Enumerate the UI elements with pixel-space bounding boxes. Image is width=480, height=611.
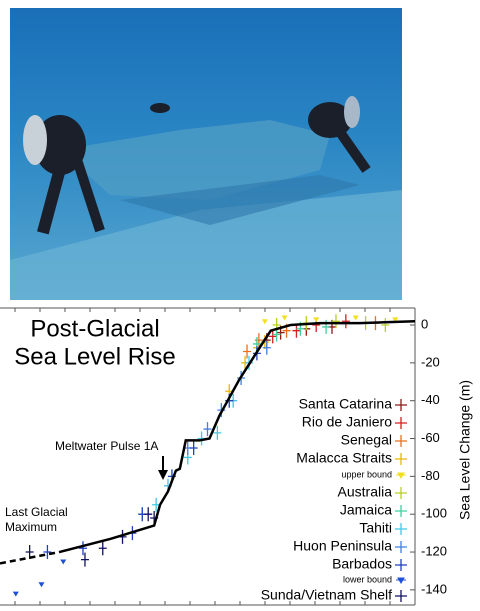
annotation-arrowhead: [158, 470, 168, 480]
legend-marker: [395, 541, 407, 553]
legend-marker: [395, 590, 407, 602]
data-point: [292, 323, 301, 338]
legend-marker: [395, 435, 407, 447]
data-point: [38, 582, 45, 588]
legend-marker: [395, 523, 407, 535]
legend-label: Sunda/Vietnam Shelf: [261, 587, 392, 603]
legend-label: Australia: [338, 484, 393, 500]
data-point: [144, 507, 153, 522]
data-point: [341, 314, 350, 329]
chart: 0 -20 -40 -60 -80 -100 -120 -140 Sea Level Chang…: [0, 307, 473, 606]
legend-label: Senegal: [341, 432, 392, 448]
chart-title: Sea Level Rise: [14, 343, 175, 370]
data-point: [243, 344, 252, 359]
legend-marker: [395, 417, 407, 429]
annotation: Meltwater Pulse 1A: [55, 439, 158, 453]
sea-level-curve: [58, 319, 416, 554]
data-point: [12, 591, 19, 597]
legend-marker: [395, 453, 407, 465]
annotation: Last Glacial: [5, 505, 68, 519]
data-point: [80, 552, 89, 567]
data-point: [261, 319, 268, 325]
annotation: Maximum: [5, 520, 57, 534]
data-point: [268, 329, 277, 344]
legend-marker: [396, 472, 406, 479]
data-point: [254, 333, 263, 348]
legend-marker: [395, 487, 407, 499]
data-point: [43, 545, 52, 560]
legend-marker: [395, 559, 407, 571]
data-point: [262, 340, 271, 355]
data-point: [281, 315, 288, 321]
sea-level-curve: [0, 550, 60, 565]
data-point: [392, 317, 399, 323]
y-tick-label: -40: [421, 392, 440, 407]
legend-label: Jamaica: [340, 502, 392, 518]
legend-label: upper bound: [341, 469, 392, 479]
y-tick-label: -140: [421, 581, 447, 596]
legend-label: Malacca Straits: [296, 450, 392, 466]
legend-marker: [395, 399, 407, 411]
y-tick-label: -100: [421, 506, 447, 521]
data-point: [98, 541, 107, 556]
data-point: [352, 315, 359, 321]
chart-title: Post-Glacial: [30, 315, 159, 342]
photo: [10, 8, 402, 300]
legend-label: Barbados: [332, 556, 392, 572]
data-point: [189, 440, 198, 455]
data-point: [203, 422, 212, 437]
data-point: [381, 318, 390, 333]
y-tick-label: 0: [421, 316, 428, 331]
data-point: [213, 425, 222, 440]
data-point: [313, 317, 320, 323]
y-tick-label: -80: [421, 468, 440, 483]
y-tick-label: -120: [421, 543, 447, 558]
legend-marker: [395, 505, 407, 517]
legend-label: lower bound: [343, 574, 392, 584]
y-axis-label: Sea Level Change (m): [457, 380, 473, 520]
data-point: [79, 541, 87, 556]
legend-label: Tahiti: [359, 520, 392, 536]
legend-label: Santa Catarina: [299, 396, 393, 412]
y-tick-label: -60: [421, 430, 440, 445]
data-point: [331, 314, 340, 329]
legend-marker: [396, 577, 406, 584]
legend-label: Rio de Janiero: [302, 414, 392, 430]
data-point: [60, 559, 67, 565]
y-tick-label: -20: [421, 354, 440, 369]
legend-label: Huon Peninsula: [293, 538, 392, 554]
